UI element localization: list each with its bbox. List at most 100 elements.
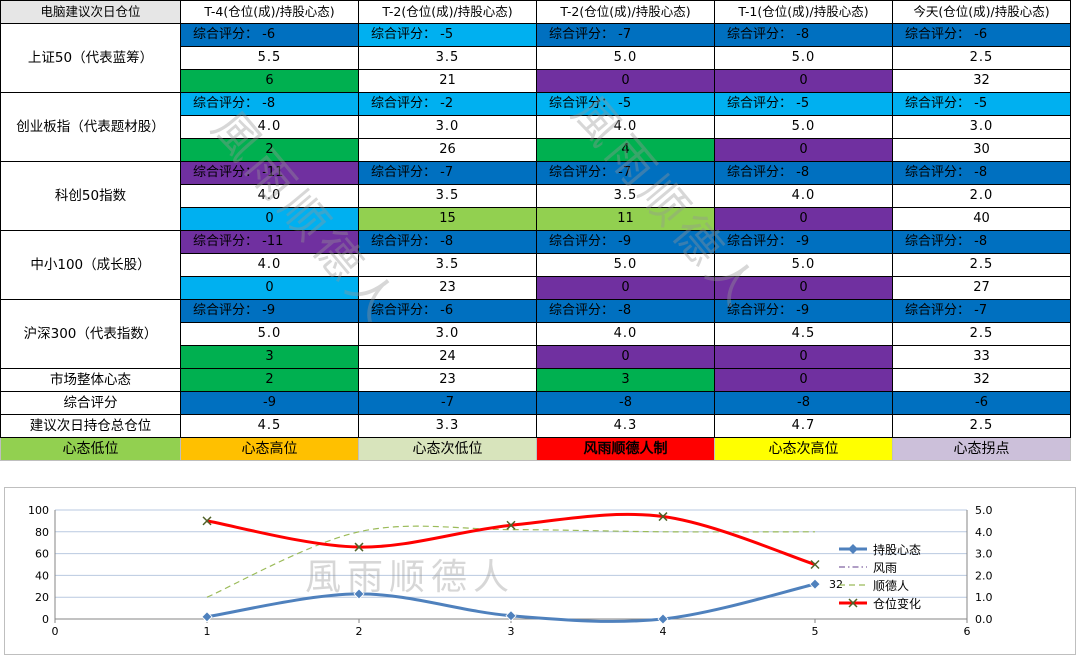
position-cell[interactable]: 3.0 <box>892 115 1071 139</box>
position-cell[interactable]: 5.0 <box>180 322 359 346</box>
score-cell[interactable]: 综合评分： -8 <box>714 161 893 185</box>
overall-row-cell[interactable]: -6 <box>892 391 1071 415</box>
header-cell[interactable]: 电脑建议次日仓位 <box>0 0 181 24</box>
mood-cell[interactable]: 30 <box>892 138 1071 162</box>
mood-cell[interactable]: 6 <box>180 69 359 93</box>
mood-cell[interactable]: 26 <box>358 138 537 162</box>
position-cell[interactable]: 5.0 <box>714 115 893 139</box>
score-cell[interactable]: 综合评分： -9 <box>180 299 359 323</box>
index-name-cell[interactable]: 中小100（成长股） <box>0 230 181 300</box>
mood-cell[interactable]: 24 <box>358 345 537 369</box>
mood-cell[interactable]: 0 <box>714 276 893 300</box>
position-cell[interactable]: 2.0 <box>892 184 1071 208</box>
mood-cell[interactable]: 0 <box>714 69 893 93</box>
mood-cell[interactable]: 27 <box>892 276 1071 300</box>
score-cell[interactable]: 综合评分： -11 <box>180 161 359 185</box>
mood-cell[interactable]: 0 <box>714 207 893 231</box>
position-cell[interactable]: 4.0 <box>536 322 715 346</box>
suggest-row-cell[interactable]: 2.5 <box>892 414 1071 438</box>
index-name-cell[interactable]: 创业板指（代表题材股） <box>0 92 181 162</box>
score-cell[interactable]: 综合评分： -9 <box>714 299 893 323</box>
score-cell[interactable]: 综合评分： -5 <box>714 92 893 116</box>
overall-row-cell[interactable]: -8 <box>714 391 893 415</box>
score-cell[interactable]: 综合评分： -8 <box>358 230 537 254</box>
overall-row-cell[interactable]: -9 <box>180 391 359 415</box>
mood-cell[interactable]: 0 <box>714 345 893 369</box>
score-cell[interactable]: 综合评分： -8 <box>892 230 1071 254</box>
market-row-label[interactable]: 市场整体心态 <box>0 368 181 392</box>
position-cell[interactable]: 4.0 <box>180 253 359 277</box>
score-cell[interactable]: 综合评分： -8 <box>536 299 715 323</box>
mood-cell[interactable]: 2 <box>180 138 359 162</box>
header-cell[interactable]: T-1(仓位(成)/持股心态) <box>714 0 893 24</box>
mood-cell[interactable]: 4 <box>536 138 715 162</box>
score-cell[interactable]: 综合评分： -11 <box>180 230 359 254</box>
position-cell[interactable]: 4.0 <box>180 115 359 139</box>
overall-row-label[interactable]: 综合评分 <box>0 391 181 415</box>
header-cell[interactable]: T-2(仓位(成)/持股心态) <box>358 0 537 24</box>
suggest-row-cell[interactable]: 4.3 <box>536 414 715 438</box>
legend-cell[interactable]: 心态拐点 <box>892 437 1071 461</box>
position-cell[interactable]: 3.5 <box>358 46 537 70</box>
score-cell[interactable]: 综合评分： -9 <box>714 230 893 254</box>
score-cell[interactable]: 综合评分： -6 <box>892 23 1071 47</box>
header-cell[interactable]: T-2(仓位(成)/持股心态) <box>536 0 715 24</box>
position-cell[interactable]: 3.5 <box>358 184 537 208</box>
score-cell[interactable]: 综合评分： -2 <box>358 92 537 116</box>
mood-cell[interactable]: 40 <box>892 207 1071 231</box>
suggest-row-cell[interactable]: 4.7 <box>714 414 893 438</box>
position-cell[interactable]: 5.0 <box>536 253 715 277</box>
legend-cell[interactable]: 心态次低位 <box>358 437 537 461</box>
position-cell[interactable]: 4.0 <box>714 184 893 208</box>
mood-cell[interactable]: 0 <box>536 345 715 369</box>
mood-cell[interactable]: 21 <box>358 69 537 93</box>
score-cell[interactable]: 综合评分： -6 <box>180 23 359 47</box>
market-row-cell[interactable]: 2 <box>180 368 359 392</box>
overall-row-cell[interactable]: -7 <box>358 391 537 415</box>
index-name-cell[interactable]: 沪深300（代表指数） <box>0 299 181 369</box>
score-cell[interactable]: 综合评分： -5 <box>358 23 537 47</box>
suggest-row-cell[interactable]: 3.3 <box>358 414 537 438</box>
score-cell[interactable]: 综合评分： -7 <box>536 161 715 185</box>
position-cell[interactable]: 2.5 <box>892 46 1071 70</box>
score-cell[interactable]: 综合评分： -7 <box>358 161 537 185</box>
suggest-row-label[interactable]: 建议次日持仓总仓位 <box>0 414 181 438</box>
market-row-cell[interactable]: 3 <box>536 368 715 392</box>
position-cell[interactable]: 2.5 <box>892 253 1071 277</box>
position-cell[interactable]: 5.5 <box>180 46 359 70</box>
mood-cell[interactable]: 11 <box>536 207 715 231</box>
position-cell[interactable]: 3.0 <box>358 115 537 139</box>
mood-cell[interactable]: 32 <box>892 69 1071 93</box>
suggest-row-cell[interactable]: 4.5 <box>180 414 359 438</box>
legend-cell[interactable]: 心态次高位 <box>714 437 893 461</box>
position-cell[interactable]: 3.5 <box>358 253 537 277</box>
score-cell[interactable]: 综合评分： -6 <box>358 299 537 323</box>
position-cell[interactable]: 5.0 <box>714 253 893 277</box>
market-row-cell[interactable]: 32 <box>892 368 1071 392</box>
mood-cell[interactable]: 0 <box>180 276 359 300</box>
position-cell[interactable]: 3.0 <box>358 322 537 346</box>
mood-cell[interactable]: 0 <box>536 276 715 300</box>
market-row-cell[interactable]: 0 <box>714 368 893 392</box>
position-cell[interactable]: 3.5 <box>536 184 715 208</box>
index-name-cell[interactable]: 科创50指数 <box>0 161 181 231</box>
mood-cell[interactable]: 33 <box>892 345 1071 369</box>
position-cell[interactable]: 2.5 <box>892 322 1071 346</box>
position-cell[interactable]: 5.0 <box>536 46 715 70</box>
mood-cell[interactable]: 15 <box>358 207 537 231</box>
score-cell[interactable]: 综合评分： -8 <box>714 23 893 47</box>
position-cell[interactable]: 4.5 <box>714 322 893 346</box>
position-cell[interactable]: 4.0 <box>536 115 715 139</box>
mood-cell[interactable]: 0 <box>180 207 359 231</box>
mood-cell[interactable]: 0 <box>714 138 893 162</box>
legend-cell[interactable]: 心态高位 <box>180 437 359 461</box>
position-cell[interactable]: 4.0 <box>180 184 359 208</box>
score-cell[interactable]: 综合评分： -7 <box>892 299 1071 323</box>
score-cell[interactable]: 综合评分： -9 <box>536 230 715 254</box>
header-cell[interactable]: T-4(仓位(成)/持股心态) <box>180 0 359 24</box>
score-cell[interactable]: 综合评分： -7 <box>536 23 715 47</box>
score-cell[interactable]: 综合评分： -5 <box>536 92 715 116</box>
mood-cell[interactable]: 23 <box>358 276 537 300</box>
position-cell[interactable]: 5.0 <box>714 46 893 70</box>
index-name-cell[interactable]: 上证50（代表蓝筹） <box>0 23 181 93</box>
